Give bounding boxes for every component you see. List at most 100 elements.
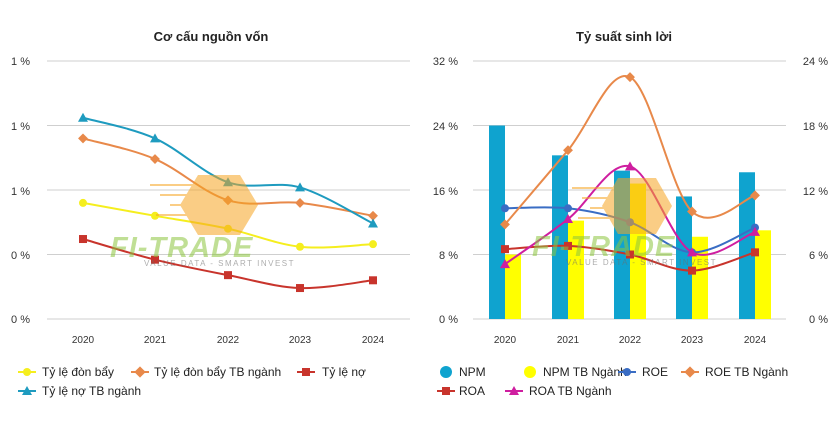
left-y-tick-label: 0 % [11,314,30,326]
legend-item-leverage-industry[interactable]: Tỷ lệ đòn bẩy TB ngành [131,365,281,379]
left-x-tick-label: 2020 [72,335,95,346]
right-right-y-tick-label: 12 % [803,186,828,198]
legend-item-debt-ratio[interactable]: Tỷ lệ nợ [297,365,366,379]
watermark-logo-left: FI-TRADE VALUE DATA - SMART INVEST [110,175,294,268]
legend-label: NPM [459,365,486,379]
legend-label: ROE TB Ngành [705,365,788,379]
right-y-tick-labels-right: 24 % 18 % 12 % 6 % 0 % [803,56,828,326]
legend-label: Tỷ lệ nợ [322,365,366,379]
right-series-point-3 [750,226,760,236]
left-y-tick-label: 1 % [11,56,30,68]
right-series-point-2 [626,250,634,259]
left-series-point-2 [151,255,159,264]
right-bar-0 [489,125,505,319]
left-series-point-2 [79,235,87,244]
legend-marker-square [302,368,310,376]
right-chart-title: Tỷ suất sinh lời [576,29,672,44]
watermark-hexagon-icon [602,178,672,234]
right-bar-0 [739,172,755,319]
right-series-point-0 [501,204,509,213]
legend-label: Tỷ lệ nợ TB ngành [42,384,141,398]
legend-marker-circle [440,366,452,378]
right-series-point-3 [563,214,573,224]
right-x-tick-label: 2020 [494,335,517,346]
right-legend: NPM NPM TB Ngành ROE ROE TB Ngành ROA [437,365,788,398]
watermark-hexagon-icon [180,175,258,235]
left-y-tick-label: 1 % [11,121,30,133]
left-series-point-3 [78,112,88,122]
legend-marker-triangle [22,386,32,395]
right-series-point-1 [750,190,760,201]
watermark-brand: FI-TRADE [110,232,254,264]
left-x-tick-label: 2024 [362,335,385,346]
left-series-point-2 [224,271,232,280]
right-bar-1 [692,236,708,319]
left-series-point-2 [369,276,377,285]
watermark-tagline: VALUE DATA - SMART INVEST [566,258,717,267]
right-bar-1 [755,230,771,319]
right-bar-1 [505,254,521,319]
legend-item-npm[interactable]: NPM [440,365,486,379]
legend-marker-diamond [684,366,696,378]
right-left-y-tick-label: 24 % [433,121,458,133]
legend-item-roa-industry[interactable]: ROA TB Ngành [505,384,612,398]
right-x-tick-label: 2022 [619,335,642,346]
right-series-point-2 [564,241,572,250]
right-series-point-1 [563,145,573,156]
right-right-y-tick-label: 18 % [803,121,828,133]
right-right-y-tick-label: 0 % [809,314,828,326]
legend-label: ROA TB Ngành [529,384,612,398]
legend-marker-circle [23,368,31,376]
left-series-point-1 [295,197,305,208]
right-right-y-tick-label: 6 % [809,250,828,262]
legend-marker-square [442,387,450,395]
legend-label: Tỷ lệ đòn bẩy TB ngành [154,365,281,379]
left-series-point-2 [296,284,304,293]
legend-label: Tỷ lệ đòn bẩy [42,365,114,379]
right-y-tick-labels-left: 32 % 24 % 16 % 8 % 0 % [433,56,458,326]
watermark-speed-lines [150,184,196,216]
left-series-point-0 [79,198,87,207]
left-y-tick-label: 1 % [11,186,30,198]
left-series-point-3 [295,182,305,192]
left-series-point-1 [78,133,88,144]
watermark-logo-right: FI-TRADE VALUE DATA - SMART INVEST [532,178,717,267]
legend-label: ROE [642,365,668,379]
right-series-point-3 [687,247,697,257]
left-series-point-3 [150,133,160,143]
left-series-point-0 [369,240,377,249]
right-series-point-2 [688,266,696,275]
legend-item-roa[interactable]: ROA [437,384,485,398]
left-x-tick-label: 2021 [144,335,167,346]
right-left-y-tick-label: 0 % [439,314,458,326]
legend-label: NPM TB Ngành [543,365,627,379]
legend-item-npm-industry[interactable]: NPM TB Ngành [524,365,627,379]
right-bar-0 [552,155,568,319]
legend-item-debt-ratio-industry[interactable]: Tỷ lệ nợ TB ngành [18,384,141,398]
legend-marker-triangle [509,386,519,395]
left-x-tick-label: 2023 [289,335,312,346]
legend-item-roe[interactable]: ROE [618,365,668,379]
legend-item-roe-industry[interactable]: ROE TB Ngành [681,365,788,379]
left-series-point-0 [296,242,304,251]
right-left-y-tick-label: 8 % [439,250,458,262]
legend-marker-diamond [134,366,146,378]
right-x-tick-labels: 2020 2021 2022 2023 2024 [494,335,767,346]
right-series-point-1 [500,219,510,230]
right-x-tick-label: 2024 [744,335,767,346]
left-chart: Cơ cấu nguồn vốn 1 % 1 % 1 % 0 % 0 % 202… [11,29,410,398]
legend-marker-circle [524,366,536,378]
right-bar-0 [676,196,692,319]
left-legend: Tỷ lệ đòn bẩy Tỷ lệ đòn bẩy TB ngành Tỷ … [18,365,366,398]
watermark-speed-lines [572,187,616,219]
left-x-tick-label: 2022 [217,335,240,346]
right-chart: Tỷ suất sinh lời 32 % 24 % 16 % 8 % 0 % … [433,29,828,398]
right-series-point-3 [625,161,635,171]
right-x-tick-label: 2023 [681,335,704,346]
legend-item-leverage[interactable]: Tỷ lệ đòn bẩy [18,365,114,379]
right-series-point-1 [687,206,697,217]
right-left-y-tick-label: 32 % [433,56,458,68]
left-y-tick-labels: 1 % 1 % 1 % 0 % 0 % [11,56,30,326]
right-series-point-0 [564,204,572,213]
